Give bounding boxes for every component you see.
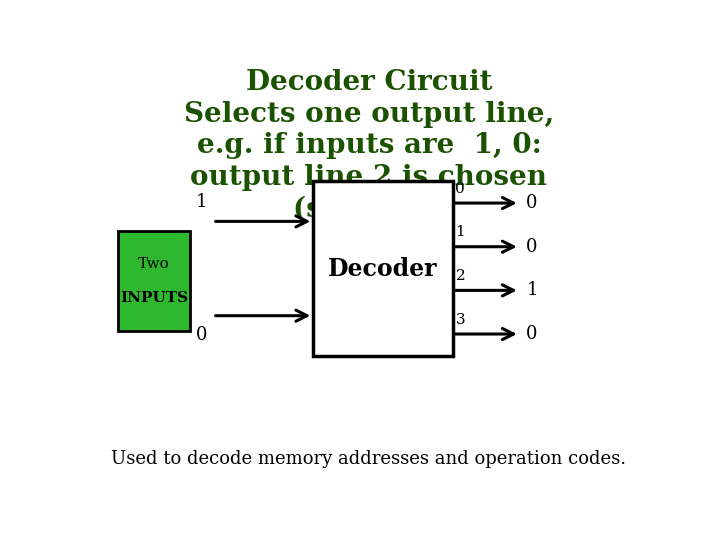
Text: Decoder: Decoder — [328, 256, 438, 281]
Text: 0: 0 — [456, 181, 465, 195]
Text: INPUTS: INPUTS — [120, 291, 188, 305]
Text: Used to decode memory addresses and operation codes.: Used to decode memory addresses and oper… — [112, 450, 626, 468]
Text: 3: 3 — [456, 313, 465, 327]
Text: 1: 1 — [456, 225, 465, 239]
Text: 0: 0 — [526, 325, 538, 343]
Bar — [118, 231, 190, 331]
Text: 0: 0 — [526, 238, 538, 256]
Text: 2: 2 — [456, 269, 465, 283]
Text: 0: 0 — [526, 194, 538, 212]
Text: 1: 1 — [196, 193, 207, 211]
Bar — [313, 181, 453, 356]
Text: 0: 0 — [196, 326, 207, 344]
Text: Two: Two — [138, 258, 170, 272]
Text: 1: 1 — [526, 281, 538, 299]
Text: Decoder Circuit
Selects one output line,
e.g. if inputs are  1, 0:
output line 2: Decoder Circuit Selects one output line,… — [184, 69, 554, 222]
